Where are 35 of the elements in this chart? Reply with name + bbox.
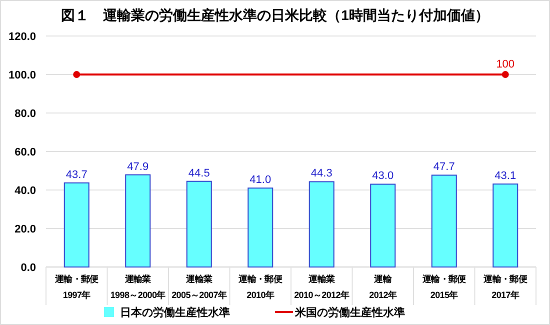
legend-label: 米国の労働生産性水準	[294, 306, 405, 319]
data-label: 43.7	[66, 168, 88, 181]
x-tick-label: 運輸・郵便 1997年	[54, 274, 99, 300]
data-label: 43.0	[372, 170, 394, 182]
x-tick-label: 運輸 2012年	[369, 274, 397, 300]
y-tick-label: 60.0	[14, 146, 36, 158]
bar	[431, 174, 457, 268]
bar	[186, 180, 212, 268]
data-label: 100	[496, 58, 515, 70]
y-tick-label: 0.0	[20, 262, 36, 274]
y-tick-label: 40.0	[14, 185, 36, 197]
chart-title: 図１ 運輸業の労働生産性水準の日米比較（1時間当たり付加価値）	[61, 7, 489, 23]
x-tick-label: 運輸・郵便 2010年	[238, 274, 282, 300]
bar	[308, 181, 334, 268]
x-tick-label: 運輸業 2005～2007年	[172, 274, 227, 300]
data-label: 41.0	[250, 174, 272, 186]
x-tick-label: 運輸業 1998～2000年	[110, 274, 166, 300]
legend-label: 日本の労働生産性水準	[120, 306, 230, 319]
data-label: 44.5	[188, 167, 210, 180]
bar	[370, 184, 396, 268]
y-tick-label: 20.0	[14, 224, 36, 236]
data-label: 44.3	[310, 168, 332, 180]
bar	[125, 174, 151, 268]
y-tick-label: 100.0	[8, 70, 36, 82]
data-label: 47.9	[127, 160, 149, 173]
x-tick-label: 運輸業 2010～2012年	[294, 274, 350, 300]
data-label: 43.1	[494, 170, 516, 182]
data-label: 47.7	[433, 161, 455, 174]
y-tick-label: 120.0	[8, 31, 36, 43]
bar	[64, 182, 90, 268]
y-tick-label: 80.0	[14, 108, 36, 120]
bar	[248, 188, 274, 268]
x-tick-label: 運輸・郵便 2015年	[421, 274, 466, 300]
x-tick-label: 運輸・郵便 2017年	[482, 274, 528, 300]
bar	[492, 184, 518, 268]
